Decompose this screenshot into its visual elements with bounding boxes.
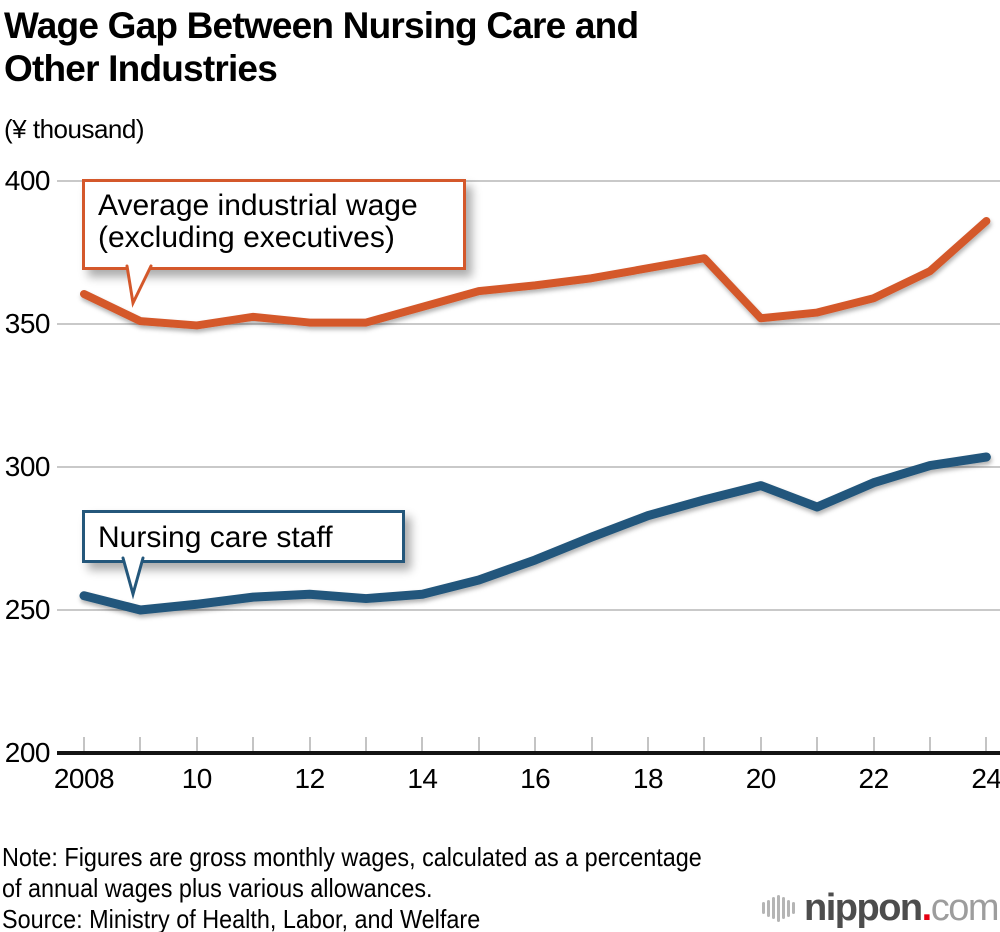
soundwave-bars-icon: [762, 894, 797, 922]
logo-name: nippon: [804, 887, 923, 929]
x-axis-tick-2013: [365, 737, 367, 751]
y-axis-label-200: 200: [4, 737, 51, 768]
source-line: Source: Ministry of Health, Labor, and W…: [2, 904, 481, 932]
title-line-2: Other Industries: [4, 48, 278, 89]
callout-industrial-wage: Average industrial wage (excluding execu…: [82, 179, 466, 270]
y-axis-label-250: 250: [4, 594, 51, 625]
title-line-1: Wage Gap Between Nursing Care and: [4, 5, 639, 46]
axis-unit-label: (¥ thousand): [4, 114, 144, 144]
x-axis-tick-2015: [477, 737, 480, 751]
callout-industrial-line-1: Average industrial wage: [98, 189, 418, 222]
soundwave-bar-6: [792, 902, 795, 914]
x-axis-label-2008: 2008: [53, 763, 115, 794]
gridline-y-250: [57, 609, 1000, 611]
soundwave-bar-2: [772, 897, 775, 919]
soundwave-bar-4: [782, 897, 785, 919]
soundwave-bar-1: [767, 899, 770, 917]
note-line-2: of annual wages plus various allowances.: [2, 873, 433, 903]
soundwave-bar-0: [762, 902, 765, 914]
footnote: Note: Figures are gross monthly wages, c…: [2, 842, 702, 932]
x-axis-label-2018: 18: [632, 763, 664, 794]
callout-industrial-tail: [125, 264, 153, 308]
nippon-com-logo: nippon.com: [762, 886, 1000, 930]
logo-tld: com: [930, 887, 1000, 929]
x-axis-label-2024: 24: [971, 763, 1000, 794]
x-axis-tick-2021: [816, 737, 819, 751]
callout-industrial-line-2: (excluding executives): [98, 221, 395, 254]
soundwave-bar-3: [777, 894, 780, 922]
y-axis-label-300: 300: [4, 451, 51, 482]
logo-dot: .: [921, 887, 933, 929]
x-axis-line: [57, 751, 1000, 755]
x-axis-tick-2017: [590, 737, 593, 751]
x-axis-tick-2016: [534, 737, 537, 751]
x-axis-tick-2008: [83, 737, 85, 751]
x-axis-tick-2023: [929, 737, 931, 751]
x-axis-tick-2010: [195, 737, 198, 751]
x-axis-tick-2019: [703, 737, 706, 751]
logo-wordmark: nippon.com: [804, 886, 1000, 930]
x-axis-label-2010: 10: [181, 763, 213, 794]
x-axis-tick-2009: [139, 737, 142, 751]
x-axis-tick-2018: [647, 737, 649, 751]
x-axis-tick-2014: [421, 737, 424, 751]
x-axis-label-2014: 14: [407, 763, 438, 794]
x-axis-label-2016: 16: [520, 763, 551, 794]
x-axis-label-2020: 20: [745, 763, 777, 794]
note-line-1: Note: Figures are gross monthly wages, c…: [2, 842, 702, 872]
x-axis-tick-2024: [985, 737, 988, 751]
callout-nursing-label: Nursing care staff: [98, 521, 333, 554]
gridline-y-350: [57, 323, 1000, 325]
x-axis-tick-2011: [252, 737, 255, 751]
gridline-y-400: [57, 180, 1000, 182]
x-axis-tick-2022: [872, 737, 875, 751]
x-axis-label-2012: 12: [294, 763, 326, 794]
page-title: Wage Gap Between Nursing Care and Other …: [4, 4, 639, 90]
callout-nursing-tail: [121, 556, 145, 600]
y-axis-label-400: 400: [4, 165, 51, 196]
callout-nursing-care: Nursing care staff: [82, 510, 405, 563]
soundwave-bar-5: [787, 899, 790, 917]
y-axis-label-350: 350: [4, 308, 51, 339]
gridline-y-300: [57, 466, 1000, 468]
x-axis-tick-2020: [759, 737, 762, 751]
x-axis-label-2022: 22: [858, 763, 890, 794]
x-axis-tick-2012: [308, 737, 311, 751]
